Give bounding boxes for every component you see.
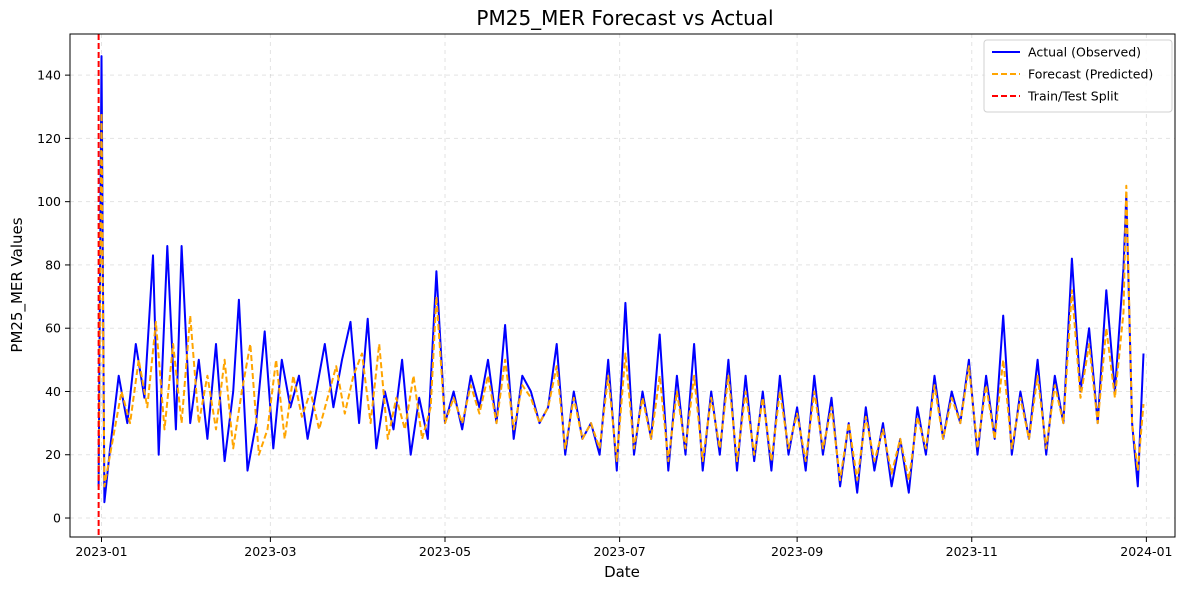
y-tick-label: 0: [53, 511, 61, 526]
legend-label-forecast: Forecast (Predicted): [1028, 67, 1153, 82]
y-tick-label: 20: [45, 447, 61, 462]
y-tick-label: 60: [45, 321, 61, 336]
forecast-series-line: [97, 112, 1145, 488]
x-axis-label: Date: [604, 563, 640, 581]
x-tick-label: 2023-07: [594, 544, 646, 559]
x-tick-label: 2023-01: [75, 544, 127, 559]
y-tick-label: 140: [37, 68, 61, 83]
y-tick-label: 100: [37, 194, 61, 209]
y-axis: 0 20 40 60 80 100 120 140: [37, 68, 70, 526]
plot-frame: [69, 33, 1176, 538]
y-tick-label: 120: [37, 131, 61, 146]
x-tick-label: 2023-03: [244, 544, 296, 559]
series-group: [97, 34, 1145, 537]
chart-title: PM25_MER Forecast vs Actual: [476, 6, 773, 30]
x-tick-label: 2023-11: [946, 544, 998, 559]
actual-series-line: [97, 55, 1145, 504]
x-axis: 2023-01 2023-03 2023-05 2023-07 2023-09 2023-…: [75, 537, 1172, 559]
legend: Actual (Observed) Forecast (Predicted) T…: [983, 39, 1173, 113]
y-axis-label: PM25_MER Values: [8, 217, 27, 352]
y-tick-label: 80: [45, 257, 61, 272]
grid: [70, 34, 1175, 537]
legend-box: [983, 39, 1173, 113]
x-tick-label: 2023-09: [771, 544, 823, 559]
y-tick-label: 40: [45, 384, 61, 399]
legend-label-actual: Actual (Observed): [1028, 45, 1141, 60]
x-tick-label: 2023-05: [419, 544, 471, 559]
legend-label-split: Train/Test Split: [1027, 89, 1119, 104]
x-tick-label: 2024-01: [1120, 544, 1172, 559]
